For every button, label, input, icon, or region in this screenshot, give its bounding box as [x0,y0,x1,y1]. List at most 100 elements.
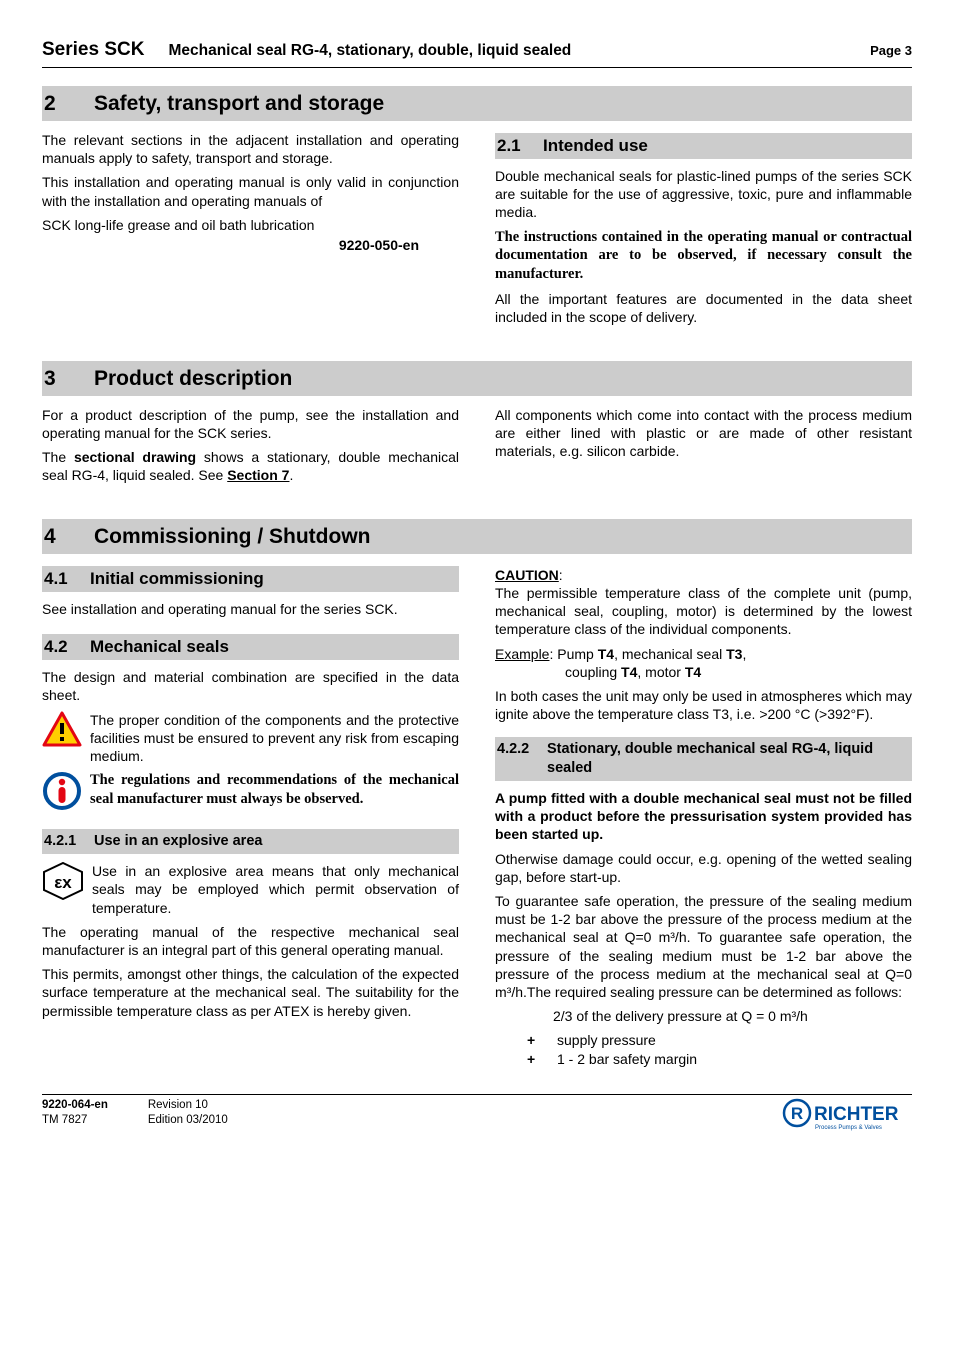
text-bold: T4 [685,664,701,680]
caution-label: CAUTION [495,567,559,583]
svg-text:R: R [791,1104,803,1123]
page-footer: 9220-064-en TM 7827 Revision 10 Edition … [42,1094,912,1137]
section-number: 4 [44,523,66,550]
paragraph: All the important features are documente… [495,290,912,326]
text: 1 - 2 bar safety margin [557,1050,697,1068]
section-2-body: The relevant sections in the adjacent in… [42,131,912,333]
warning-text: The proper condition of the components a… [90,711,459,766]
section-4-1-heading: 4.1 Initial commissioning [42,566,459,592]
text: coupling [565,664,621,680]
footer-revision: Revision 10 Edition 03/2010 [148,1098,228,1129]
section-link: Section 7 [227,467,289,483]
section-number: 4.2 [44,636,72,658]
doc-ref: 9220-050-en [42,236,459,254]
svg-text:εx: εx [54,873,72,892]
section-title: Use in an explosive area [94,832,262,851]
info-icon [42,771,82,815]
paragraph: This permits, amongst other things, the … [42,965,459,1020]
example-label: Example [495,646,549,662]
section-2-left-col: The relevant sections in the adjacent in… [42,131,459,333]
footer-edition: Edition 03/2010 [148,1113,228,1129]
header-left: Series SCK Mechanical seal RG-4, station… [42,38,571,63]
footer-codes: 9220-064-en TM 7827 [42,1098,108,1129]
list-item: + supply pressure [527,1031,912,1049]
section-3-heading: 3 Product description [42,361,912,396]
section-3-body: For a product description of the pump, s… [42,406,912,491]
section-4-heading: 4 Commissioning / Shutdown [42,519,912,554]
section-title: Initial commissioning [90,568,264,590]
paragraph: To guarantee safe operation, the pressur… [495,892,912,1001]
text: . [289,467,293,483]
plus-icon: + [527,1050,539,1068]
text: : Pump [549,646,597,662]
section-4-2-2-heading: 4.2.2 Stationary, double mechanical seal… [495,737,912,781]
text: , mechanical seal [614,646,726,662]
section-4-2-1-heading: 4.2.1 Use in an explosive area [42,829,459,854]
section-3-right-col: All components which come into contact w… [495,406,912,491]
footer-rev: Revision 10 [148,1098,228,1114]
section-title: Commissioning / Shutdown [94,523,371,550]
footer-left: 9220-064-en TM 7827 Revision 10 Edition … [42,1098,228,1129]
paragraph: In both cases the unit may only be used … [495,687,912,723]
paragraph-bold: A pump fitted with a double mechanical s… [495,789,912,844]
paragraph: The relevant sections in the adjacent in… [42,131,459,167]
section-title: Stationary, double mechanical seal RG-4,… [547,740,908,778]
section-number: 4.2.2 [497,740,537,778]
section-number: 2 [44,90,66,117]
footer-code: 9220-064-en [42,1098,108,1114]
text: SCK long-life grease and oil bath lubric… [42,216,459,234]
paragraph: For a product description of the pump, s… [42,406,459,442]
document-title: Mechanical seal RG-4, stationary, double… [168,41,571,61]
section-title: Safety, transport and storage [94,90,384,117]
text-bold: T4 [598,646,614,662]
page-header: Series SCK Mechanical seal RG-4, station… [42,38,912,68]
paragraph: Otherwise damage could occur, e.g. openi… [495,850,912,886]
section-number: 2.1 [497,135,525,157]
section-title: Intended use [543,135,648,157]
section-2-heading: 2 Safety, transport and storage [42,86,912,121]
paragraph: The operating manual of the respective m… [42,923,459,959]
paragraph: The sectional drawing shows a stationary… [42,448,459,484]
text: , [742,646,746,662]
series-label: Series SCK [42,38,144,63]
list-item: 2/3 of the delivery pressure at Q = 0 m³… [495,1007,912,1025]
section-number: 4.1 [44,568,72,590]
text-bold: T4 [621,664,637,680]
section-2-1-heading: 2.1 Intended use [495,133,912,159]
info-note: The regulations and recommendations of t… [42,771,459,815]
footer-tm: TM 7827 [42,1113,108,1129]
section-4-body: 4.1 Initial commissioning See installati… [42,564,912,1068]
text: The [42,449,74,465]
text: supply pressure [557,1031,656,1049]
footer-logo: R RICHTER Process Pumps & Valves [782,1098,912,1137]
paragraph: Double mechanical seals for plastic-line… [495,167,912,222]
section-4-left-col: 4.1 Initial commissioning See installati… [42,564,459,1068]
section-3-left-col: For a product description of the pump, s… [42,406,459,491]
example-line-2: coupling T4, motor T4 [495,663,912,681]
paragraph: This installation and operating manual i… [42,173,459,209]
page-number: Page 3 [870,43,912,60]
paragraph: All components which come into contact w… [495,406,912,461]
section-4-2-heading: 4.2 Mechanical seals [42,634,459,660]
plus-icon: + [527,1031,539,1049]
text: , motor [637,664,684,680]
section-2-right-col: 2.1 Intended use Double mechanical seals… [495,131,912,333]
brand-tagline: Process Pumps & Valves [815,1125,882,1131]
section-4-right-col: CAUTION: The permissible temperature cla… [495,564,912,1068]
section-number: 3 [44,365,66,392]
ex-note: εx Use in an explosive area means that o… [42,862,459,917]
example-line: Example: Pump T4, mechanical seal T3, [495,645,912,663]
section-title: Product description [94,365,292,392]
paragraph: SCK long-life grease and oil bath lubric… [42,216,459,234]
paragraph: The permissible temperature class of the… [495,585,912,637]
paragraph: The design and material combination are … [42,668,459,704]
caution-block: CAUTION: The permissible temperature cla… [495,566,912,639]
text-bold: sectional drawing [74,449,196,465]
section-title: Mechanical seals [90,636,229,658]
text-bold: T3 [726,646,742,662]
warning-icon [42,711,82,751]
brand-name: RICHTER [814,1104,899,1125]
warning-note: The proper condition of the components a… [42,711,459,766]
ex-icon: εx [42,862,84,904]
paragraph: See installation and operating manual fo… [42,600,459,618]
